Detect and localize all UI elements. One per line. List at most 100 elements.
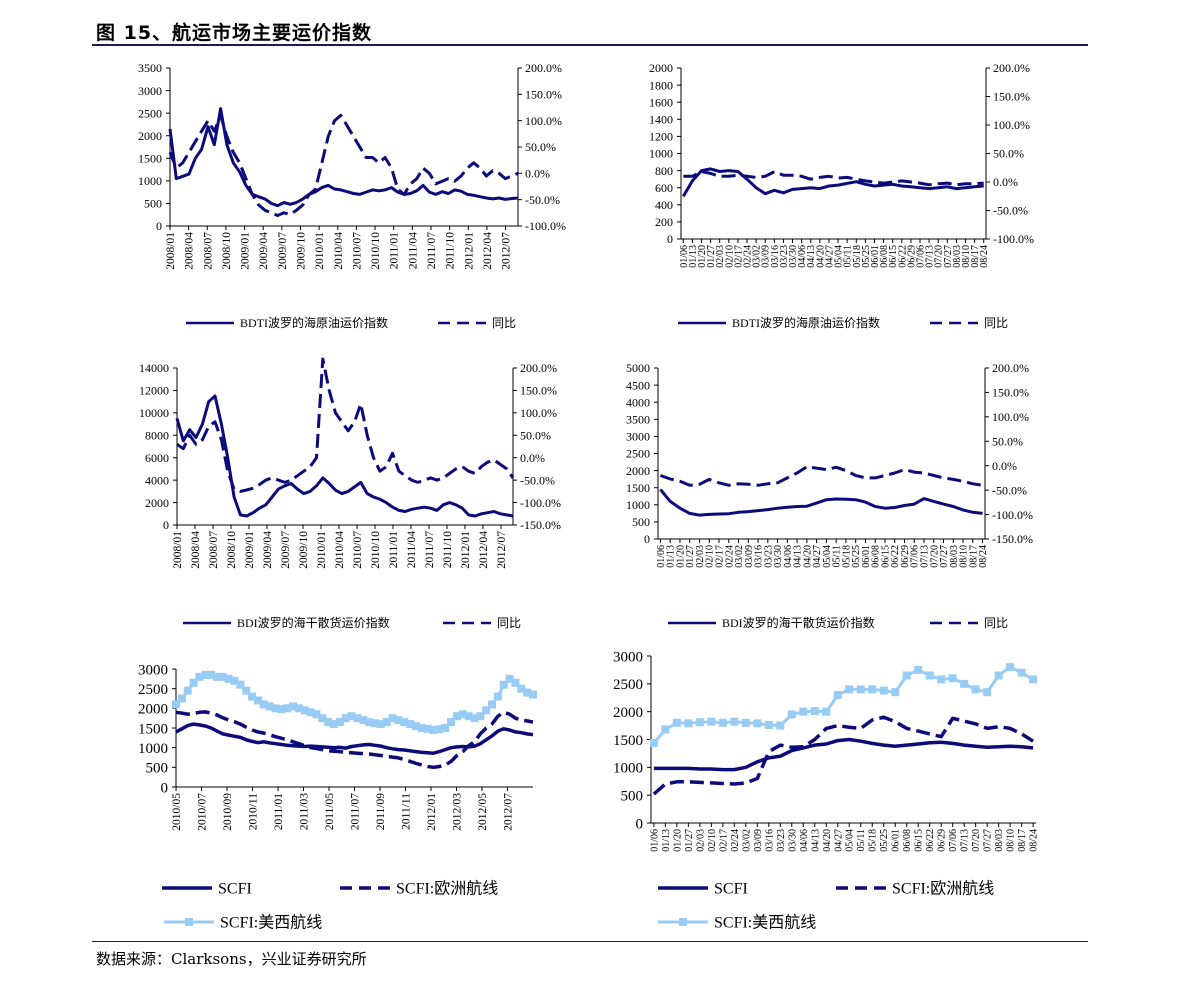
x-tick-label: 06/22 xyxy=(925,829,936,852)
data-point xyxy=(470,714,479,723)
x-tick-label: 2010/04 xyxy=(334,531,346,569)
legend-label: SCFI xyxy=(218,881,252,898)
data-point xyxy=(201,670,210,679)
x-tick-label: 03/09 xyxy=(753,829,764,852)
y-tick-label: 200 xyxy=(655,215,673,229)
figure-title: 图 15、航运市场主要运价指数 xyxy=(96,22,373,44)
data-point xyxy=(718,718,727,727)
y-tick-label: 2000 xyxy=(626,464,650,478)
data-point xyxy=(458,710,467,719)
y-tick-label: 1000 xyxy=(613,761,643,777)
x-tick-label: 08/03 xyxy=(994,829,1005,852)
data-point xyxy=(741,718,750,727)
x-tick-label: 05/25 xyxy=(879,829,890,852)
x-tick-label: 2012/01 xyxy=(460,531,472,569)
x-tick-label: 06/29 xyxy=(900,545,911,568)
x-tick-label: 03/30 xyxy=(787,829,798,852)
x-tick-label: 2011/10 xyxy=(442,531,454,569)
x-tick-label: 2008/10 xyxy=(221,232,233,270)
y-tick-label: 1000 xyxy=(626,498,650,512)
x-tick-label: 03/30 xyxy=(773,545,784,568)
series-line-us-west xyxy=(652,665,1034,744)
data-point xyxy=(511,678,520,687)
x-tick-label: 02/10 xyxy=(707,829,718,852)
data-point xyxy=(294,704,303,713)
data-point xyxy=(730,717,739,726)
data-point xyxy=(417,724,426,732)
y-tick-label: 800 xyxy=(655,164,673,178)
y2-tick-label: -50.0% xyxy=(992,483,1027,497)
x-tick-label: 07/13 xyxy=(960,829,971,852)
x-tick-label: 2011/07 xyxy=(426,232,438,270)
y-tick-label: 2000 xyxy=(138,129,162,143)
y2-tick-label: -100.0% xyxy=(993,232,1034,246)
x-tick-label: 2012/05 xyxy=(477,793,489,831)
x-tick-label: 2011/01 xyxy=(388,531,400,569)
x-tick-label: 2010/01 xyxy=(316,531,328,569)
y-tick-label: 0 xyxy=(667,232,673,246)
data-point xyxy=(452,712,461,721)
x-tick-label: 2011/01 xyxy=(389,232,401,270)
x-tick-label: 02/17 xyxy=(733,245,744,268)
x-tick-label: 02/17 xyxy=(718,829,729,852)
x-tick-label: 2011/07 xyxy=(424,531,436,569)
x-tick-label: 05/04 xyxy=(822,545,833,568)
x-tick-label: 04/20 xyxy=(815,245,826,268)
x-tick-label: 03/16 xyxy=(754,545,765,568)
x-tick-label: 2010/05 xyxy=(171,793,183,831)
y-tick-label: 12000 xyxy=(139,384,169,398)
legend-label: SCFI:美西航线 xyxy=(220,914,322,932)
y-tick-label: 500 xyxy=(144,197,162,211)
data-point xyxy=(300,706,309,715)
x-tick-label: 05/11 xyxy=(832,545,843,567)
y2-tick-label: -150.0% xyxy=(520,518,561,532)
x-tick-label: 2009/04 xyxy=(258,232,270,270)
y-tick-label: 0 xyxy=(644,532,650,546)
y2-tick-label: 100.0% xyxy=(520,406,557,420)
y2-tick-label: -50.0% xyxy=(520,473,555,487)
x-tick-label: 01/13 xyxy=(666,545,677,568)
data-point xyxy=(183,686,192,695)
x-tick-label: 2009/07 xyxy=(277,232,289,270)
y-tick-label: 1600 xyxy=(649,95,673,109)
x-tick-label: 2010/09 xyxy=(222,793,234,831)
data-point xyxy=(411,722,420,731)
legend-marker xyxy=(185,918,193,926)
x-tick-label: 02/24 xyxy=(743,245,754,268)
x-tick-label: 02/24 xyxy=(730,829,741,852)
data-point xyxy=(441,724,450,732)
y-tick-label: 1800 xyxy=(649,78,673,92)
data-point xyxy=(661,725,670,734)
x-tick-label: 01/20 xyxy=(672,829,683,852)
y-tick-label: 1000 xyxy=(649,147,673,161)
y-tick-label: 2000 xyxy=(649,61,673,75)
x-tick-label: 08/24 xyxy=(979,245,990,268)
data-point xyxy=(488,700,497,709)
data-point xyxy=(971,685,980,694)
source-note: 数据来源：Clarksons，兴业证券研究所 xyxy=(96,950,367,968)
data-point xyxy=(529,690,537,699)
x-tick-label: 06/01 xyxy=(861,545,872,568)
y2-tick-label: -100.0% xyxy=(992,508,1033,522)
data-point xyxy=(207,670,216,679)
x-tick-label: 2011/04 xyxy=(407,232,419,270)
data-point xyxy=(753,719,762,728)
x-tick-label: 05/18 xyxy=(841,545,852,568)
x-tick-label: 2012/04 xyxy=(478,531,490,569)
data-point xyxy=(318,714,327,723)
data-point xyxy=(347,712,356,721)
x-tick-label: 2009/04 xyxy=(262,531,274,569)
x-tick-label: 2009/01 xyxy=(240,232,252,270)
x-tick-label: 05/25 xyxy=(851,545,862,568)
data-point xyxy=(856,685,865,694)
series-line-dashed xyxy=(683,170,984,187)
data-point xyxy=(937,675,946,684)
y-tick-label: 0 xyxy=(161,780,169,796)
series-line-solid xyxy=(659,488,983,517)
x-tick-label: 07/27 xyxy=(943,245,954,268)
x-tick-label: 05/11 xyxy=(856,829,867,851)
data-point xyxy=(810,707,819,716)
